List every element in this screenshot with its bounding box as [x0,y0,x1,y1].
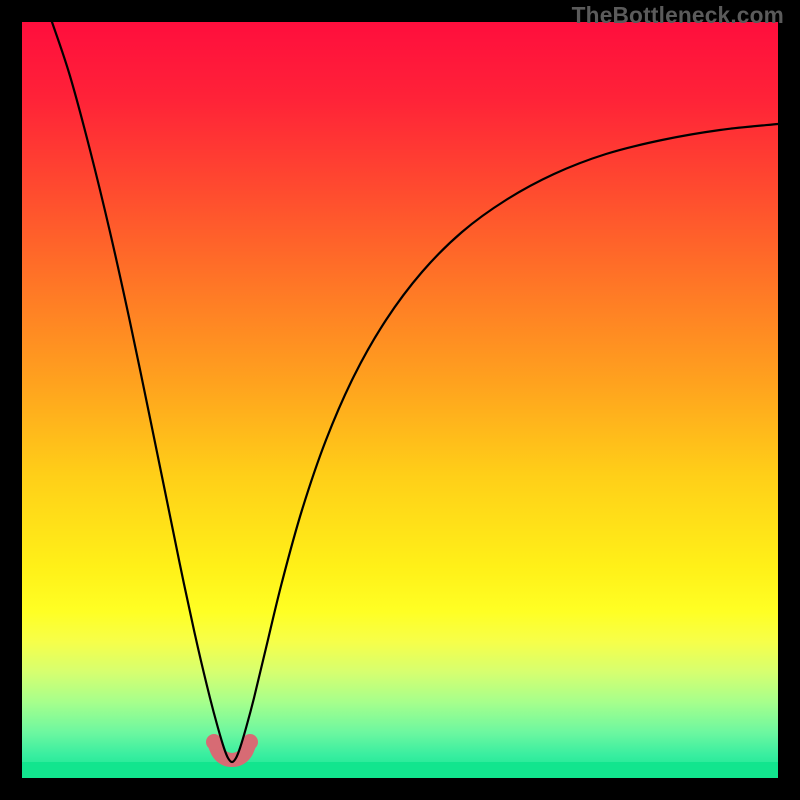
chart-svg [0,0,800,800]
chart-stage: TheBottleneck.com [0,0,800,800]
bottom-band [22,762,778,778]
watermark-text: TheBottleneck.com [572,2,784,29]
gradient-background [22,22,778,778]
